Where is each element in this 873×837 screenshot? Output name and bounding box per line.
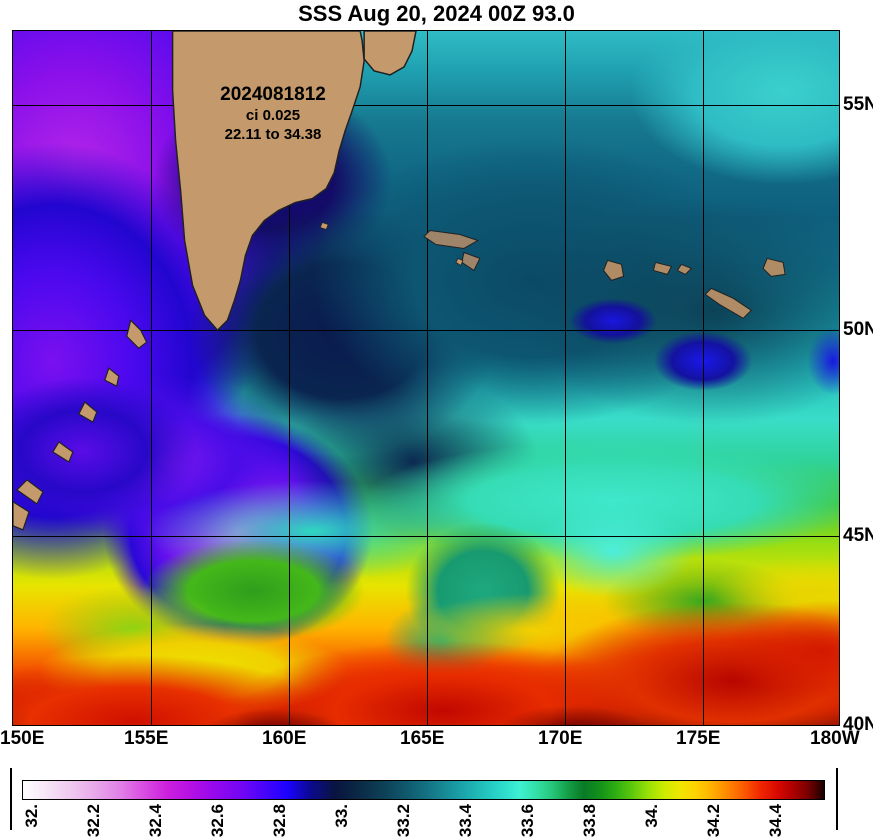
colorbar-tick-11: 34.2 xyxy=(704,804,723,837)
map-annotation: 2024081812 ci 0.025 22.11 to 34.38 xyxy=(193,83,353,144)
salinity-field xyxy=(13,31,839,725)
colorbar-frame xyxy=(10,768,838,830)
land-overlay xyxy=(13,31,786,531)
gridline-175E xyxy=(703,31,704,725)
commander-island-medny xyxy=(461,251,481,272)
page-title: SSS Aug 20, 2024 00Z 93.0 xyxy=(298,1,575,26)
gridline-155E xyxy=(151,31,152,725)
gridline-165E xyxy=(427,31,428,725)
x-axis-tick-155E: 155E xyxy=(124,728,169,749)
colorbar-tick-6: 33.2 xyxy=(394,804,413,837)
colorbar-tick-5: 33. xyxy=(332,804,351,828)
map-plot-area: 2024081812 ci 0.025 22.11 to 34.38 xyxy=(12,30,840,726)
buldir-island xyxy=(762,257,786,277)
x-axis-tick-165E: 165E xyxy=(400,728,445,749)
colorbar-tick-1: 32.2 xyxy=(84,804,103,837)
annotation-contour-interval: ci 0.025 xyxy=(245,106,301,124)
colorbar-tick-8: 33.6 xyxy=(518,804,537,837)
colorbar-tick-9: 33.8 xyxy=(580,804,599,837)
tiny-islet-b xyxy=(455,257,464,267)
near-island-agattu xyxy=(652,261,673,276)
chukotka-land xyxy=(363,31,417,76)
gridline-45N xyxy=(13,536,839,537)
kuril-island-4 xyxy=(52,441,74,463)
gridline-160E xyxy=(289,31,290,725)
annotation-value-range: 22.11 to 34.38 xyxy=(224,125,322,143)
commander-island-bering xyxy=(423,229,480,249)
kuril-island-5 xyxy=(16,479,44,505)
y-axis-tick-55N: 55N xyxy=(843,94,873,115)
kuril-island-3 xyxy=(78,401,98,423)
field-cyan-intrusion xyxy=(13,31,839,725)
y-axis-tick-40N: 40N xyxy=(843,714,873,735)
colorbar-tick-4: 32.8 xyxy=(270,804,289,837)
tiny-islet-a xyxy=(319,222,329,231)
x-axis-tick-160E: 160E xyxy=(262,728,307,749)
x-axis-tick-180W: 180W xyxy=(810,728,860,749)
x-axis-tick-175E: 175E xyxy=(676,728,721,749)
colorbar xyxy=(22,780,825,800)
near-island-small-a xyxy=(676,263,693,276)
near-island-attu xyxy=(602,259,625,281)
colorbar-tick-7: 33.4 xyxy=(456,804,475,837)
kamchatka-land xyxy=(171,31,365,332)
rat-island-kiska xyxy=(704,287,752,319)
kuril-island-1 xyxy=(126,319,148,350)
colorbar-tick-3: 32.6 xyxy=(208,804,227,837)
gridline-50N xyxy=(13,330,839,331)
colorbar-gradient xyxy=(23,781,824,799)
annotation-date: 2024081812 xyxy=(220,84,326,105)
colorbar-tick-10: 34. xyxy=(642,804,661,828)
colorbar-tick-0: 32. xyxy=(22,804,41,828)
y-axis-tick-45N: 45N xyxy=(843,525,873,546)
gridline-170E xyxy=(565,31,566,725)
gridline-55N xyxy=(13,105,839,106)
colorbar-tick-2: 32.4 xyxy=(146,804,165,837)
hokkaido-corner xyxy=(13,501,30,531)
kuril-island-2 xyxy=(104,367,120,388)
x-axis-tick-150E: 150E xyxy=(0,728,45,749)
x-axis-tick-170E: 170E xyxy=(538,728,583,749)
colorbar-tick-12: 34.4 xyxy=(766,804,785,837)
y-axis-tick-50N: 50N xyxy=(843,319,873,340)
